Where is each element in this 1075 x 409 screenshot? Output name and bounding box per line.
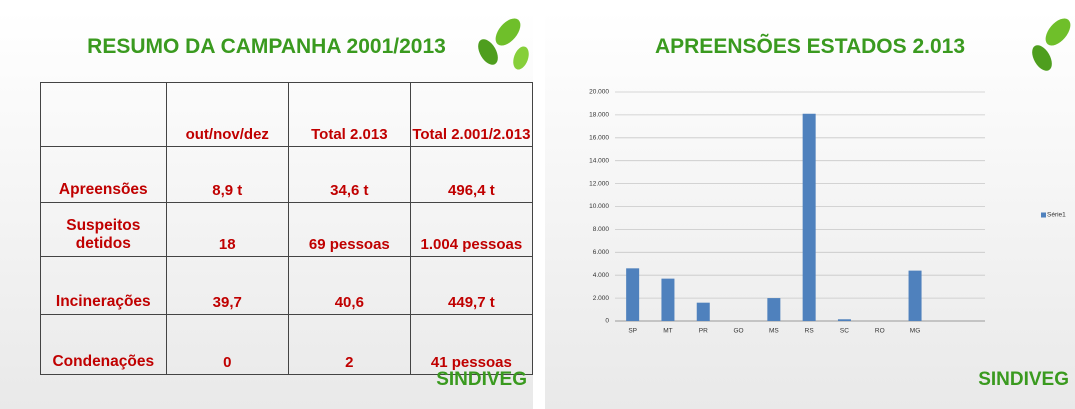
x-tick-label: RS bbox=[805, 328, 815, 335]
legend-label: Série1 bbox=[1047, 212, 1066, 219]
row-label: Incinerações bbox=[41, 257, 167, 315]
y-tick-label: 6.000 bbox=[593, 249, 610, 256]
x-tick-label: SC bbox=[840, 328, 849, 335]
row-label: Apreensões bbox=[41, 147, 167, 203]
cell: 1.004 pessoas bbox=[410, 203, 532, 257]
logo: SINDIVEG bbox=[436, 369, 527, 391]
cell: 34,6 t bbox=[288, 147, 410, 203]
cell: 449,7 t bbox=[410, 257, 532, 315]
logo: SINDIVEG bbox=[978, 369, 1069, 391]
cell: 0 bbox=[166, 315, 288, 375]
header-cell: out/nov/dez bbox=[166, 83, 288, 147]
cell: 40,6 bbox=[288, 257, 410, 315]
y-tick-label: 20.000 bbox=[589, 89, 609, 96]
y-tick-label: 8.000 bbox=[593, 226, 610, 233]
screenshot: {"left_slide": {"title": "RESUMO DA CAMP… bbox=[0, 0, 1075, 409]
row-label: Condenações bbox=[41, 315, 167, 375]
y-tick-label: 4.000 bbox=[593, 272, 610, 279]
cell: 69 pessoas bbox=[288, 203, 410, 257]
y-tick-label: 16.000 bbox=[589, 135, 609, 142]
slide: RESUMO DA CAMPANHA 2001/2013 out/nov/dez… bbox=[0, 10, 533, 409]
y-tick-label: 10.000 bbox=[589, 203, 609, 210]
x-tick-label: MG bbox=[910, 328, 920, 335]
x-tick-label: GO bbox=[733, 328, 743, 335]
y-tick-label: 0 bbox=[605, 318, 609, 325]
x-tick-label: RO bbox=[875, 328, 885, 335]
bar bbox=[626, 268, 639, 321]
cell: 39,7 bbox=[166, 257, 288, 315]
header-cell: Total 2.001/2.013 bbox=[410, 83, 532, 147]
cell: 496,4 t bbox=[410, 147, 532, 203]
y-tick-label: 14.000 bbox=[589, 157, 609, 164]
cell: 41 pessoas bbox=[410, 315, 532, 375]
bar bbox=[697, 303, 710, 321]
x-tick-label: MS bbox=[769, 328, 779, 335]
header-cell: Total 2.013 bbox=[288, 83, 410, 147]
x-tick-label: PR bbox=[699, 328, 708, 335]
y-tick-label: 18.000 bbox=[589, 112, 609, 119]
bar bbox=[838, 319, 851, 321]
chart: 0 2.000 4.000 6.000 8.000 10.000 12.000 14.000 1… bbox=[545, 10, 1075, 409]
y-tick-label: 2.000 bbox=[593, 295, 610, 302]
bar bbox=[803, 114, 816, 321]
summary-table: out/nov/dez Total 2.013 Total 2.001/2.01… bbox=[40, 82, 533, 375]
cell: 8,9 t bbox=[166, 147, 288, 203]
cell: 2 bbox=[288, 315, 410, 375]
y-tick-label: 12.000 bbox=[589, 180, 609, 187]
row-label: Suspeitos detidos bbox=[41, 203, 167, 257]
x-tick-label: MT bbox=[663, 328, 672, 335]
corner-cell bbox=[41, 83, 167, 147]
cell: 18 bbox=[166, 203, 288, 257]
bar bbox=[661, 279, 674, 321]
bar bbox=[909, 271, 922, 321]
slide-title: RESUMO DA CAMPANHA 2001/2013 bbox=[0, 35, 533, 59]
bar bbox=[767, 298, 780, 321]
legend-swatch bbox=[1041, 213, 1046, 218]
x-tick-label: SP bbox=[628, 328, 637, 335]
